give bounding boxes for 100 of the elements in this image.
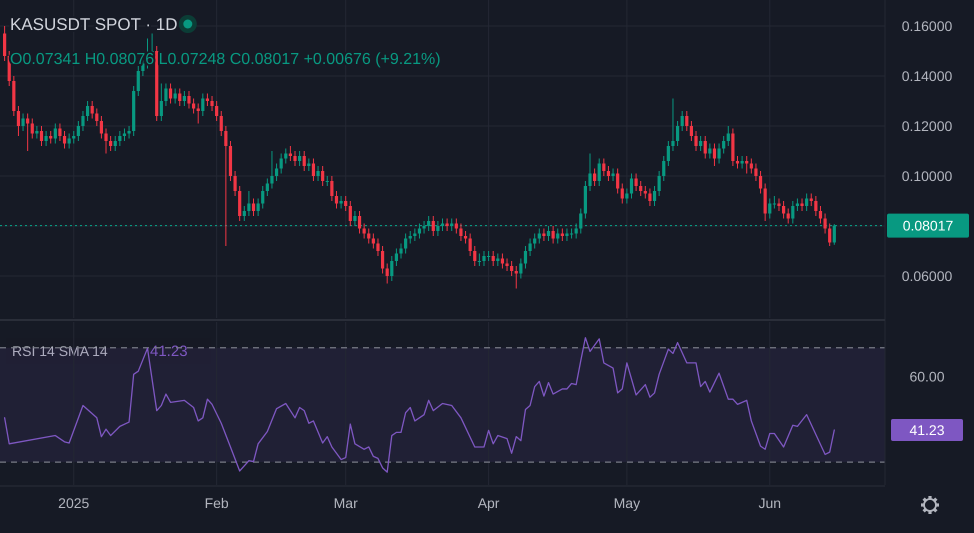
candlestick [62,130,66,149]
candlestick [805,193,808,212]
candlestick [100,116,104,139]
candlestick [358,210,362,234]
candlestick [68,133,71,149]
candlestick [362,223,366,239]
candlestick [459,223,463,242]
candlestick [168,83,172,104]
candlestick [261,186,264,209]
candlestick [380,246,384,274]
candlestick [519,258,522,279]
candlestick [321,166,324,186]
candlestick [339,196,343,209]
candlestick [791,200,794,224]
candlestick [413,228,416,242]
candlestick [394,248,398,266]
candlestick [293,150,297,166]
candlestick [164,83,168,106]
candlestick [21,113,25,132]
candlestick [399,243,403,259]
candlestick [224,126,228,246]
candlestick [639,180,642,196]
candlestick [302,150,306,172]
candlestick [104,128,108,154]
candlestick [270,150,274,189]
candlestick [644,186,647,199]
candlestick [828,223,832,246]
candlestick [114,136,117,152]
candlestick [3,26,6,62]
candlestick [652,186,656,206]
candlestick [782,200,786,219]
y-tick-label: 0.12000 [902,118,953,134]
candlestick [662,156,666,182]
candlestick [72,130,76,144]
candlestick [136,66,140,96]
candlestick [298,150,302,166]
x-tick-label: Feb [204,495,229,511]
candlestick [717,143,721,164]
candlestick [758,170,762,194]
candlestick [206,93,210,106]
candlestick [54,123,57,144]
candlestick [174,88,177,104]
candlestick [546,226,550,242]
candlestick [316,166,320,182]
candlestick [486,250,490,262]
candlestick [492,250,495,266]
candlestick [726,126,730,146]
candlestick [598,158,601,186]
candlestick [35,126,38,139]
candlestick [192,98,196,114]
candlestick [510,260,514,276]
candlestick [496,253,500,266]
candlestick [450,218,454,232]
candlestick [818,206,822,224]
candlestick [648,188,652,206]
candlestick [464,230,468,244]
candlestick [602,158,606,176]
candlestick [712,143,716,166]
x-tick-label: Apr [478,495,500,511]
candlestick [722,136,726,154]
candlestick [500,253,504,269]
candlestick [625,188,628,204]
candlestick [630,173,634,199]
candlestick [616,168,620,194]
candlestick [307,158,310,172]
candlestick [330,176,334,202]
candlestick [676,120,680,146]
candlestick [95,108,98,126]
candlestick [312,158,316,182]
y-tick-label: 60.00 [909,368,945,384]
candlestick [446,218,449,232]
candlestick [247,190,251,216]
candlestick [160,83,163,122]
candlestick [796,198,800,212]
candlestick [745,156,748,174]
candlestick [524,246,528,269]
candlestick [690,120,694,142]
candlestick [658,170,661,196]
candlestick [187,90,191,109]
y-tick-label: 0.10000 [902,168,953,184]
candlestick [196,103,200,124]
candlestick [814,196,818,216]
candlestick [49,130,52,144]
candlestick [786,208,790,224]
candlestick [122,128,126,142]
candlestick [694,130,698,152]
candlestick [201,93,204,116]
candlestick [528,238,532,256]
candlestick [348,200,352,226]
candlestick [127,126,131,139]
candlestick [620,183,624,204]
y-tick-label: 41.23 [909,422,945,438]
candlestick [777,198,781,212]
line-series [4,337,835,473]
candlestick [542,228,546,242]
text: KASUSDT SPOT · 1D [10,15,178,34]
candlestick [505,258,509,272]
candlestick [390,256,394,282]
candlestick [538,228,541,244]
candlestick [800,198,804,212]
